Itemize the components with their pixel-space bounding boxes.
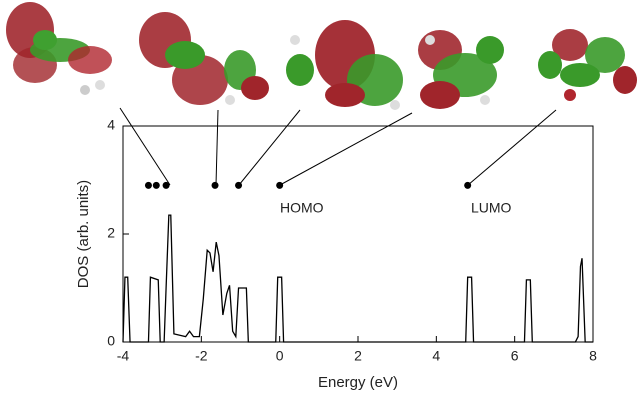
- x-tick-label: -2: [195, 348, 208, 364]
- annotation: HOMO: [280, 200, 324, 216]
- orbital-2: [139, 12, 269, 105]
- x-tick-label: 4: [432, 348, 440, 364]
- x-tick-label: 8: [589, 348, 597, 364]
- x-tick-label: 0: [276, 348, 284, 364]
- orbital-3: [286, 20, 403, 110]
- level-marker: [162, 181, 170, 189]
- y-tick-label: 2: [107, 225, 115, 241]
- level-marker: [211, 181, 219, 189]
- x-tick-label: 6: [511, 348, 519, 364]
- orbital-1: [6, 2, 112, 95]
- orbital-4: [418, 30, 504, 109]
- leader-lines: [119, 107, 557, 186]
- plot-frame: [122, 125, 594, 343]
- level-marker: [235, 181, 243, 189]
- level-marker: [152, 181, 160, 189]
- level-marker: [144, 181, 152, 189]
- y-axis-label: DOS (arb. units): [75, 180, 92, 288]
- orbital-5: [538, 29, 637, 101]
- x-tick-label: -4: [117, 348, 130, 364]
- orbital-images: [6, 2, 637, 110]
- dos-line: [122, 214, 593, 343]
- level-marker: [276, 181, 284, 189]
- level-marker: [464, 181, 472, 189]
- y-tick-label: 4: [107, 117, 115, 133]
- annotation: LUMO: [471, 200, 512, 216]
- x-axis-label: Energy (eV): [318, 374, 398, 391]
- y-tick-label: 0: [107, 333, 115, 349]
- x-tick-label: 2: [354, 348, 362, 364]
